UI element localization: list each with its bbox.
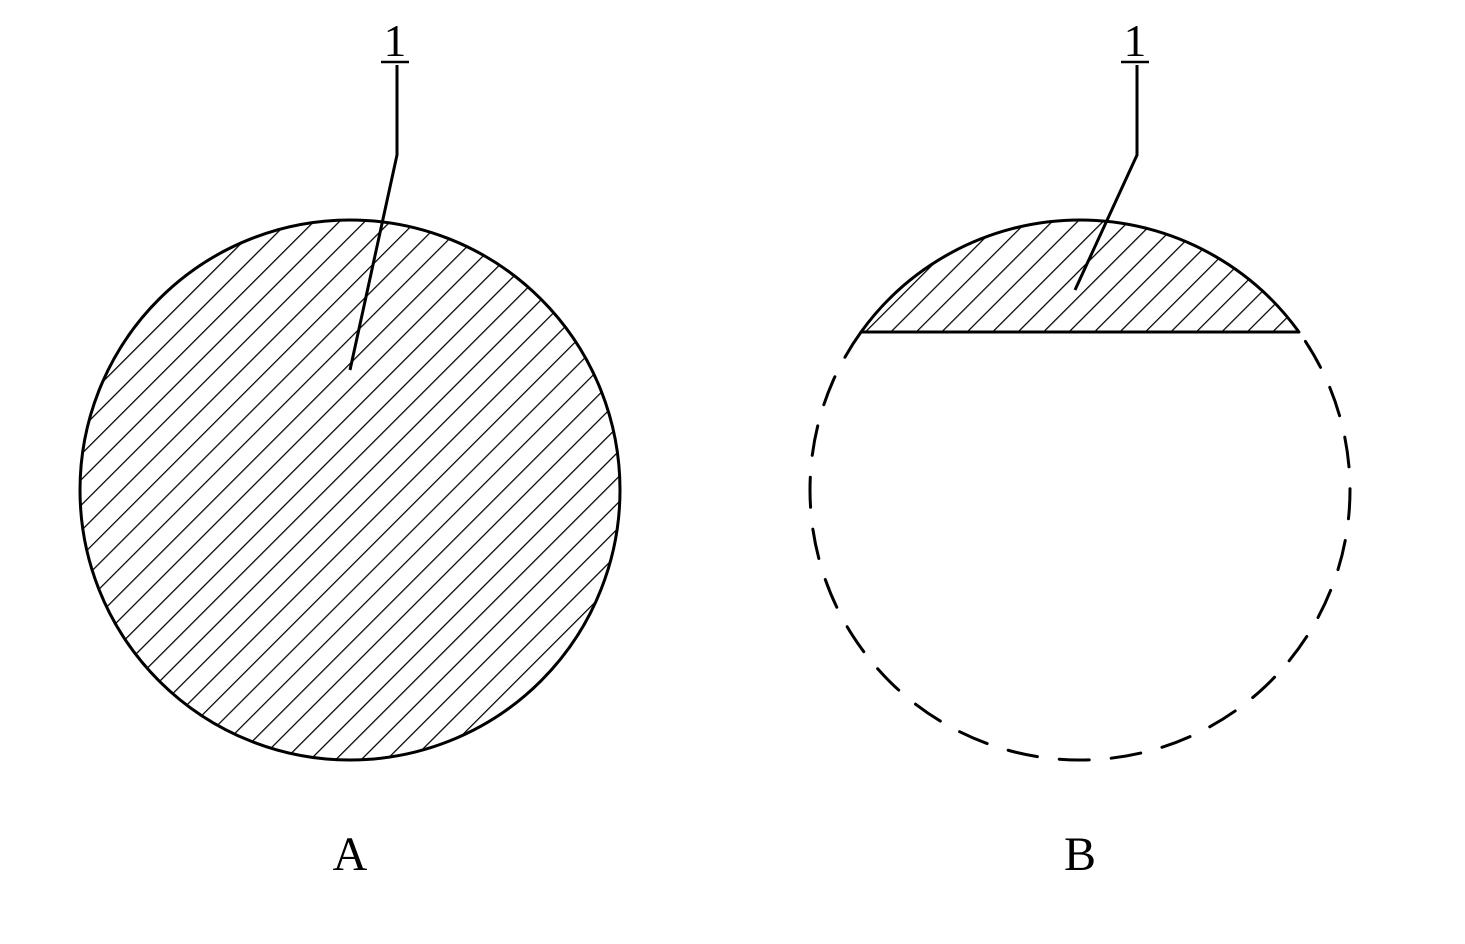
figure-a-disc <box>80 220 620 760</box>
figure-b-callout-number: 1 <box>1124 16 1147 66</box>
figure-a-callout-number: 1 <box>384 16 407 66</box>
figure-b-label: B <box>1064 828 1096 881</box>
figure-a-label: A <box>333 828 368 881</box>
figure-a <box>80 220 620 760</box>
